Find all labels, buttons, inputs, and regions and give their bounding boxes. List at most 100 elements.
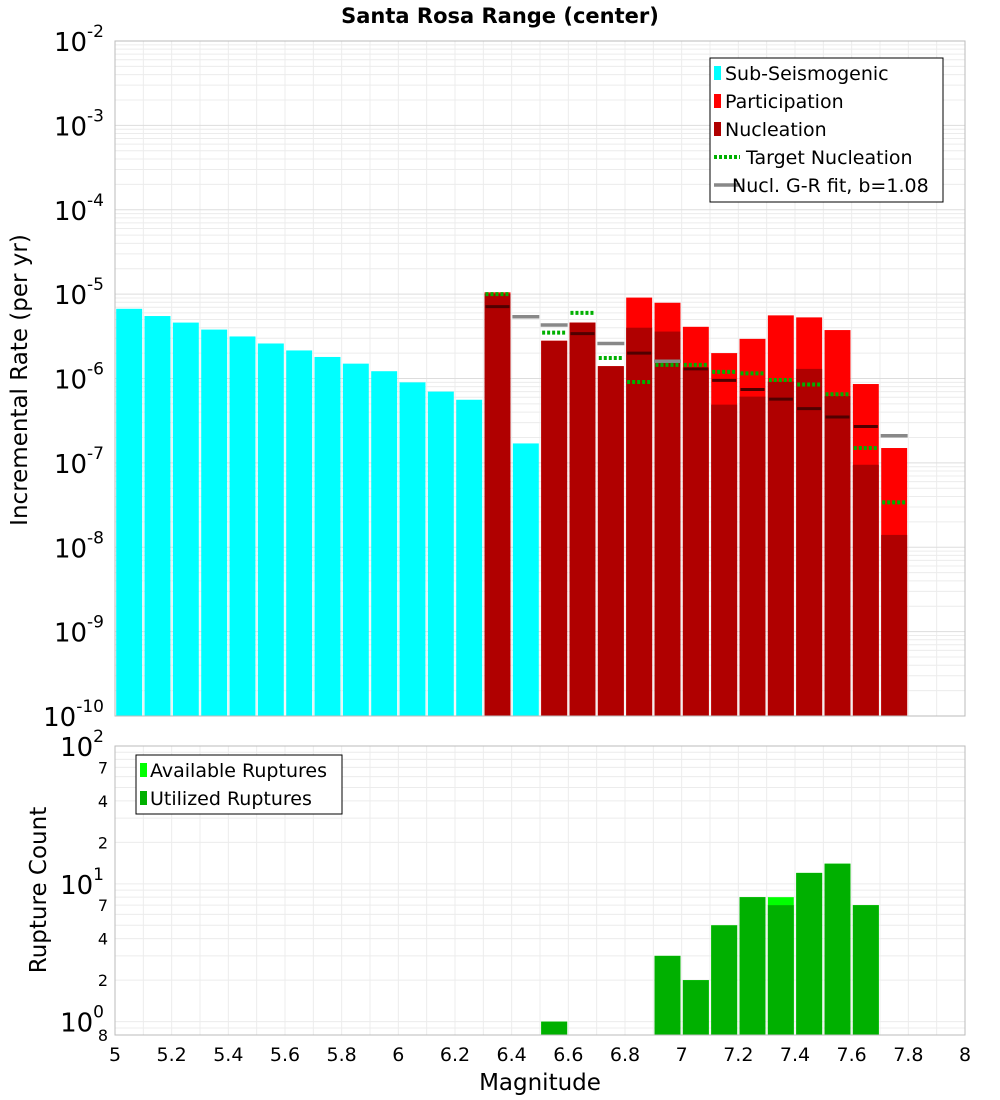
sub-seismogenic-bar (399, 382, 426, 716)
y-tick-label: 10-8 (54, 528, 104, 564)
legend-swatch (714, 122, 721, 136)
y-tick-base: 10 (54, 281, 87, 311)
bottom-legend: Available Ruptures Utilized Ruptures (135, 754, 343, 815)
bottom-plot-border (114, 745, 966, 1036)
top-legend: Sub-Seismogenic Participation Nucleation Ta… (709, 57, 944, 203)
nucleation-bar (541, 340, 568, 716)
legend-swatch (714, 66, 721, 80)
x-tick-label: 6.8 (610, 1044, 640, 1066)
legend-label: Target Nucleation (745, 147, 913, 169)
x-tick-label: 5.8 (327, 1044, 357, 1066)
chart-title: Santa Rosa Range (center) (341, 4, 659, 28)
sub-seismogenic-bar (116, 308, 143, 716)
utilized-ruptures-bar (796, 872, 823, 1035)
sub-seismogenic-bar (286, 350, 313, 716)
y-tick-base: 10 (54, 450, 87, 480)
x-tick-label: 5.4 (213, 1044, 243, 1066)
legend-swatch (714, 94, 721, 108)
utilized-ruptures-bar (739, 897, 766, 1035)
y-tick-minor-label: 2 (98, 971, 108, 990)
y-tick-exponent: -7 (87, 444, 104, 464)
bottom-bars (541, 863, 879, 1035)
sub-seismogenic-bar (144, 316, 171, 716)
y-tick-base: 10 (60, 1009, 93, 1039)
top-plot-border (114, 40, 966, 717)
y-tick-minor-label: 7 (98, 896, 108, 915)
legend-label: Nucleation (725, 119, 827, 141)
y-tick-exponent: 2 (93, 727, 104, 747)
y-tick-label: 100 (60, 1003, 104, 1039)
y-tick-minor-label: 7 (98, 758, 108, 777)
y-tick-base: 10 (54, 534, 87, 564)
sub-seismogenic-bar (229, 336, 256, 716)
sub-seismogenic-bar (512, 443, 539, 716)
y-tick-base: 10 (54, 28, 87, 58)
nucleation-bar (597, 366, 624, 716)
nucleation-bar (711, 404, 738, 716)
utilized-ruptures-bar (654, 955, 681, 1035)
x-tick-label: 6 (392, 1044, 404, 1066)
y-tick-base: 10 (60, 733, 93, 763)
utilized-ruptures-bar (852, 905, 879, 1035)
x-tick-label: 7.6 (837, 1044, 867, 1066)
x-tick-label: 6.2 (440, 1044, 470, 1066)
x-tick-label: 7.2 (723, 1044, 753, 1066)
utilized-ruptures-bar (541, 1021, 568, 1035)
legend-label: Nucl. G-R fit, b=1.08 (732, 175, 929, 197)
y-tick-exponent: -4 (87, 191, 104, 211)
sub-seismogenic-bar (342, 363, 369, 716)
utilized-ruptures-bar (824, 863, 851, 1035)
nucleation-bar (824, 396, 851, 716)
top-grid (114, 41, 966, 717)
legend-swatch (140, 763, 147, 777)
nucleation-bar (682, 367, 709, 716)
y-tick-exponent: -10 (76, 697, 104, 717)
bottom-grid (114, 746, 966, 1036)
nucleation-bar (852, 464, 879, 716)
sub-seismogenic-bar (257, 343, 284, 716)
nucleation-bar (569, 322, 596, 716)
y-tick-label: 10-6 (54, 360, 104, 396)
y-tick-exponent: -8 (87, 528, 104, 548)
x-tick-label: 7.4 (780, 1044, 810, 1066)
y-tick-base: 10 (54, 366, 87, 396)
y-tick-label: 10-9 (54, 613, 104, 649)
nucleation-bar (739, 396, 766, 716)
y-tick-exponent: 0 (93, 1003, 104, 1023)
x-tick-label: 6.6 (553, 1044, 583, 1066)
utilized-ruptures-bar (711, 925, 738, 1035)
sub-seismogenic-bar (456, 399, 483, 716)
nucleation-bar (881, 534, 908, 716)
x-tick-label: 5.6 (270, 1044, 300, 1066)
y-tick-base: 10 (43, 703, 76, 733)
y-tick-label: 102 (60, 727, 104, 763)
y-tick-minor-label: 4 (98, 792, 108, 811)
y-tick-exponent: 1 (93, 865, 104, 885)
y-tick-minor-label: 8 (98, 1026, 108, 1045)
x-tick-label: 5 (109, 1044, 121, 1066)
y-tick-exponent: -2 (87, 22, 104, 42)
nucleation-bar (796, 368, 823, 716)
y-tick-base: 10 (54, 197, 87, 227)
nucleation-bar (626, 327, 653, 716)
y-tick-base: 10 (54, 112, 87, 142)
sub-seismogenic-bar (201, 329, 228, 716)
legend-label: Sub-Seismogenic (725, 63, 889, 85)
top-bars (116, 292, 908, 716)
y-tick-exponent: -6 (87, 360, 104, 380)
sub-seismogenic-bar (371, 371, 398, 716)
x-ticks: 5 5.2 5.4 5.6 5.8 6 6.2 6.4 6.6 6.8 7 7.2 7.4 7.6 7.8 8 (109, 1044, 971, 1066)
y-tick-label: 10-2 (54, 22, 104, 58)
y-tick-base: 10 (54, 619, 87, 649)
top-y-axis-label: Incremental Rate (per yr) (7, 234, 33, 526)
sub-seismogenic-bar (314, 356, 341, 716)
y-tick-label: 10-5 (54, 275, 104, 311)
y-tick-base: 10 (60, 871, 93, 901)
sub-seismogenic-bar (427, 391, 454, 716)
x-tick-label: 8 (959, 1044, 971, 1066)
y-tick-label: 10-10 (43, 697, 104, 733)
x-tick-label: 5.2 (157, 1044, 187, 1066)
y-tick-exponent: -3 (87, 106, 104, 126)
